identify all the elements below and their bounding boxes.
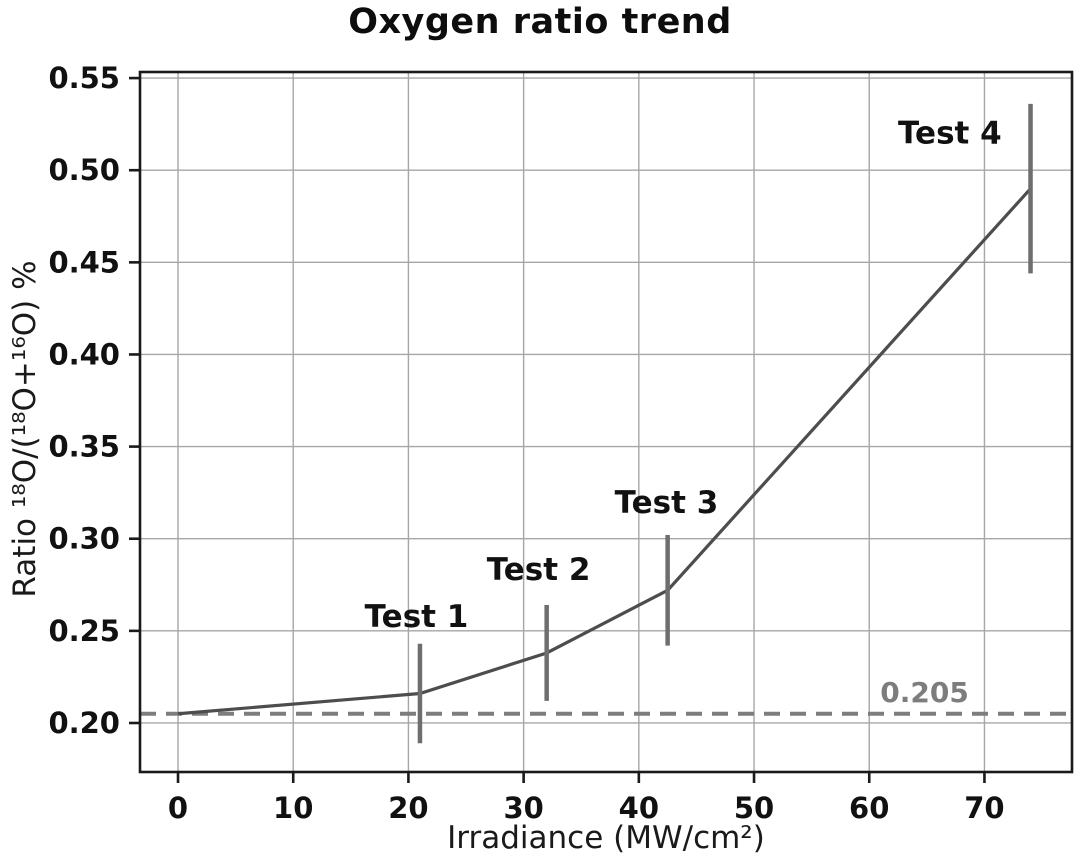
- annotation-test-4: Test 4: [898, 115, 1002, 151]
- x-tick-label: 30: [503, 791, 543, 825]
- y-tick-label: 0.30: [48, 522, 120, 556]
- chart-title: Oxygen ratio trend: [348, 2, 732, 42]
- y-tick-label: 0.35: [48, 430, 120, 464]
- y-tick-label: 0.20: [48, 706, 120, 740]
- plot-border: [138, 70, 1074, 774]
- y-tick-label: 0.40: [48, 337, 120, 371]
- x-axis-label: Irradiance (MW/cm²): [447, 820, 765, 856]
- annotation-test-3: Test 3: [615, 485, 719, 521]
- x-tick-label: 0: [168, 791, 188, 825]
- y-tick-label: 0.55: [48, 61, 120, 95]
- y-tick-label: 0.50: [48, 153, 120, 187]
- x-tick-label: 50: [734, 791, 774, 825]
- y-tick-label: 0.45: [48, 245, 120, 279]
- reference-line-label: 0.205: [880, 676, 969, 709]
- annotation-test-2: Test 2: [487, 552, 591, 588]
- y-tick-label: 0.25: [48, 614, 120, 648]
- x-tick-label: 70: [964, 791, 1004, 825]
- x-tick-label: 40: [619, 791, 659, 825]
- annotation-test-1: Test 1: [365, 599, 469, 635]
- x-tick-label: 20: [388, 791, 428, 825]
- x-tick-label: 10: [273, 791, 313, 825]
- trend-line: [177, 187, 1032, 716]
- x-tick-label: 60: [849, 791, 889, 825]
